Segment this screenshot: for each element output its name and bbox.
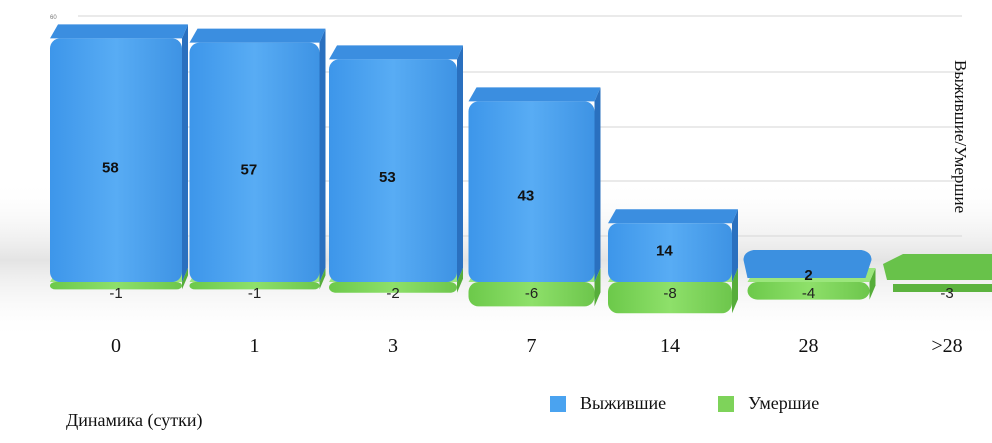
bar-group-3: -6 43 bbox=[468, 87, 601, 307]
bar-died-side bbox=[594, 268, 601, 307]
bar-survived-top bbox=[329, 45, 463, 60]
bar-survived-front bbox=[50, 38, 182, 283]
category-label: 28 bbox=[799, 335, 819, 357]
legend-label-survived: Выжившие bbox=[580, 393, 667, 413]
y-axis-title: Выжившие/Умершие bbox=[951, 60, 970, 214]
category-label: 7 bbox=[527, 335, 537, 357]
bar-died-side bbox=[869, 268, 876, 300]
bar-died-label: -6 bbox=[525, 285, 538, 302]
bar-died-label: -8 bbox=[663, 285, 676, 302]
bar-died-side bbox=[732, 268, 738, 314]
bar-died-side bbox=[319, 268, 326, 290]
legend-swatch-survived bbox=[550, 395, 566, 412]
bar-survived-front bbox=[468, 101, 595, 283]
bar-survived-side bbox=[182, 24, 188, 283]
bar-died-top bbox=[883, 254, 992, 280]
bar-survived-top bbox=[608, 209, 738, 224]
bar-died-label: -3 bbox=[940, 285, 953, 302]
bar-survived-side bbox=[732, 209, 738, 282]
bar-died-label: -2 bbox=[386, 285, 399, 302]
category-label: 1 bbox=[250, 335, 260, 357]
bar-survived-label: 53 bbox=[379, 169, 396, 186]
bar-group-4: -8 14 bbox=[608, 209, 738, 314]
bar-survived-front bbox=[329, 59, 457, 283]
bar-died-front bbox=[329, 282, 457, 293]
legend-swatch-died bbox=[718, 395, 735, 412]
bar-survived-top bbox=[468, 87, 601, 102]
bar-survived-side bbox=[594, 87, 601, 283]
bar-died-front bbox=[189, 282, 320, 290]
category-label: 0 bbox=[111, 335, 121, 357]
legend-item-died: Умершие bbox=[718, 393, 819, 414]
y-tick-label: 60 bbox=[50, 15, 57, 21]
bar-group-5: -42 bbox=[743, 250, 876, 302]
bar-group-6: -3 bbox=[883, 254, 992, 302]
bar-group-0: -1 58 bbox=[50, 24, 188, 302]
legend: Выжившие Умершие bbox=[550, 393, 819, 414]
category-label: 3 bbox=[388, 335, 398, 357]
bar-survived-pillow bbox=[743, 250, 872, 278]
bar-survived-side bbox=[319, 28, 326, 282]
x-axis-title: Динамика (сутки) bbox=[66, 410, 203, 430]
bar-survived-label: 58 bbox=[102, 159, 119, 176]
bar-survived-top bbox=[50, 24, 188, 39]
bar-survived-side bbox=[457, 45, 463, 283]
bar-survived-front bbox=[608, 223, 732, 282]
category-label: >28 bbox=[931, 335, 962, 357]
bar-died-front bbox=[747, 282, 870, 300]
bar-died-label: -4 bbox=[802, 285, 815, 302]
bar-survived-label: 43 bbox=[518, 188, 535, 205]
legend-item-survived: Выжившие bbox=[550, 393, 666, 414]
category-labels: 0 1 3 7 14 28 >28 bbox=[111, 335, 963, 357]
bar-died-side bbox=[182, 268, 188, 290]
legend-label-died: Умершие bbox=[748, 393, 820, 413]
bar-died-side bbox=[457, 268, 463, 293]
bar-died-front bbox=[468, 282, 595, 307]
category-label: 14 bbox=[660, 335, 680, 357]
bar-group-2: -2 53 bbox=[329, 45, 463, 302]
bar-died-front bbox=[608, 282, 732, 314]
bar-survived-label: 2 bbox=[804, 267, 812, 284]
bars: -1 58 -1 57 -2 53 -6 43 -8 14 -42 -3 bbox=[50, 24, 992, 314]
bar-died-label: -1 bbox=[109, 285, 122, 302]
bar-died-front bbox=[50, 282, 182, 290]
bar-group-1: -1 57 bbox=[189, 28, 326, 302]
bar-survived-label: 14 bbox=[656, 243, 673, 260]
bar-survived-label: 57 bbox=[241, 161, 258, 178]
bar-died-label: -1 bbox=[248, 285, 261, 302]
bar-survived-front bbox=[189, 42, 320, 282]
bar-survived-top bbox=[189, 28, 326, 43]
bar-died-front bbox=[893, 284, 992, 292]
